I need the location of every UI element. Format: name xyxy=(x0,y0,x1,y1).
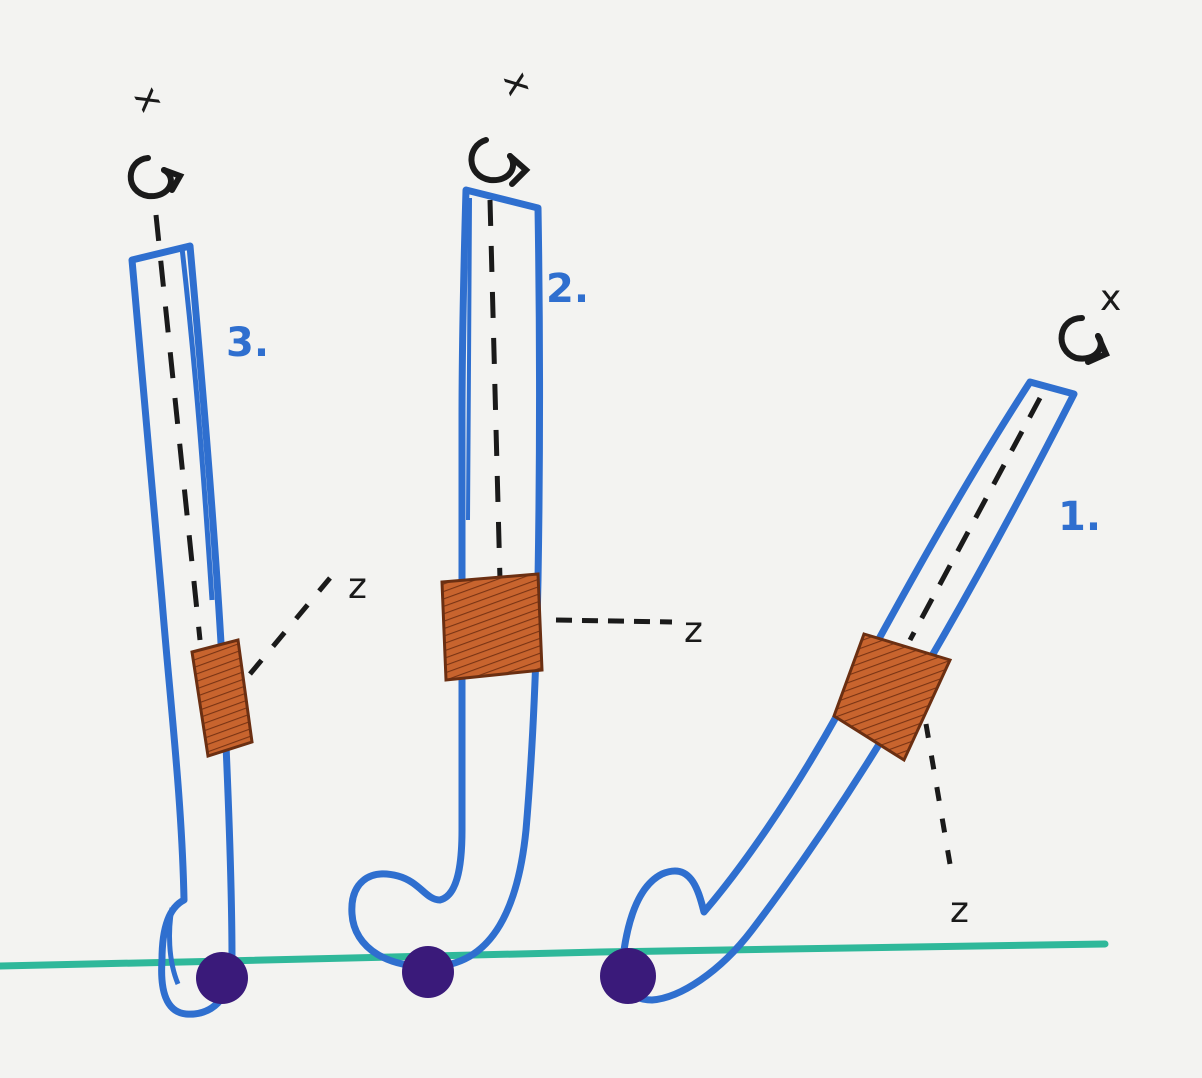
axis-label-x: x xyxy=(1100,278,1121,319)
tape-leader-line xyxy=(248,576,332,676)
tape-grip xyxy=(190,638,254,758)
stick-number-label: 2. xyxy=(546,266,589,312)
tape-grip xyxy=(832,632,953,763)
tape-leader-line xyxy=(555,617,673,625)
stick-number-label: 1. xyxy=(1058,494,1101,540)
axis-label-x: x xyxy=(495,67,541,101)
tape-label-z: z xyxy=(348,566,367,607)
puck-ball xyxy=(196,952,248,1004)
x-axis-dashed xyxy=(487,199,503,581)
stick-outline xyxy=(128,242,236,1018)
tape-grip xyxy=(440,572,544,682)
puck-ball xyxy=(402,946,454,998)
puck-ball xyxy=(600,948,656,1004)
x-axis-dashed xyxy=(907,396,1043,642)
ground-line xyxy=(0,940,1109,970)
tape-leader-line xyxy=(923,723,953,865)
x-axis-dashed xyxy=(153,214,203,641)
tape-label-z: z xyxy=(950,890,969,931)
hockey-stick-1: x z 1. xyxy=(600,278,1121,1004)
stick-number-label: 3. xyxy=(226,320,269,366)
tape-label-z: z xyxy=(684,610,703,651)
rotation-arrow-icon xyxy=(127,155,185,200)
hockey-stick-3: x z 3. xyxy=(126,80,367,1018)
rotation-arrow-icon xyxy=(1058,315,1110,365)
hockey-stick-2: x z 2. xyxy=(348,67,703,998)
rotation-arrow-icon xyxy=(468,137,531,187)
axis-label-x: x xyxy=(126,80,172,119)
